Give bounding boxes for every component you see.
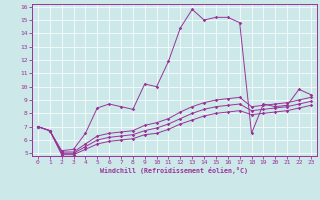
X-axis label: Windchill (Refroidissement éolien,°C): Windchill (Refroidissement éolien,°C) [100,167,248,174]
